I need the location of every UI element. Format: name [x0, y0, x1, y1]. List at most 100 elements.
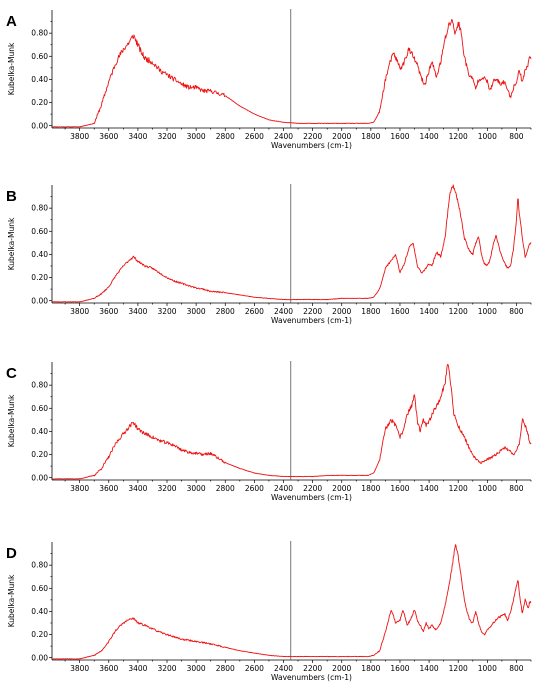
y-axis-title: Kubelka-Munk: [7, 217, 16, 270]
x-tick-label: 800: [509, 132, 524, 141]
y-tick-label: 0.80: [31, 204, 48, 213]
y-tick-label: 0.40: [31, 427, 48, 436]
y-tick-label: 0.40: [31, 250, 48, 259]
y-tick-label: 0.20: [31, 273, 48, 282]
x-tick-label: 3200: [157, 307, 176, 316]
x-tick-label: 1000: [478, 132, 497, 141]
y-tick-label: 0.00: [31, 121, 48, 130]
y-tick-label: 0.80: [31, 29, 48, 38]
x-tick-label: 2600: [245, 484, 264, 493]
x-tick-label: 3800: [70, 307, 89, 316]
x-tick-label: 2800: [216, 132, 235, 141]
y-tick-label: 0.00: [31, 653, 48, 662]
x-tick-label: 3800: [70, 132, 89, 141]
x-tick-label: 3400: [128, 307, 147, 316]
x-tick-label: 3800: [70, 664, 89, 673]
y-tick-label: 0.80: [31, 381, 48, 390]
x-tick-label: 2600: [245, 664, 264, 673]
x-tick-label: 1000: [478, 307, 497, 316]
x-tick-label: 1000: [478, 664, 497, 673]
x-tick-label: 3000: [187, 132, 206, 141]
x-tick-label: 1600: [390, 307, 409, 316]
panel-label: D: [6, 545, 17, 562]
x-tick-label: 3400: [128, 664, 147, 673]
x-tick-label: 2000: [332, 132, 351, 141]
y-axis-title: Kubelka-Munk: [7, 574, 16, 627]
y-tick-label: 0.60: [31, 52, 48, 61]
spectrum-line: [51, 364, 532, 480]
x-tick-label: 1800: [361, 664, 380, 673]
x-tick-label: 2400: [274, 307, 293, 316]
x-tick-label: 3600: [99, 132, 118, 141]
x-tick-label: 3600: [99, 664, 118, 673]
x-tick-label: 800: [509, 664, 524, 673]
x-tick-label: 2600: [245, 307, 264, 316]
y-tick-label: 0.20: [31, 98, 48, 107]
x-tick-label: 1400: [420, 484, 439, 493]
x-tick-label: 2400: [274, 664, 293, 673]
x-tick-label: 1200: [449, 664, 468, 673]
x-tick-label: 3800: [70, 484, 89, 493]
x-tick-label: 3200: [157, 132, 176, 141]
spectrum-line: [51, 184, 532, 303]
y-tick-label: 0.20: [31, 450, 48, 459]
x-tick-label: 3400: [128, 132, 147, 141]
x-tick-label: 3200: [157, 664, 176, 673]
y-tick-label: 0.40: [31, 75, 48, 84]
x-tick-label: 3200: [157, 484, 176, 493]
y-tick-label: 0.60: [31, 404, 48, 413]
x-tick-label: 3400: [128, 484, 147, 493]
x-tick-label: 1200: [449, 484, 468, 493]
x-tick-label: 3000: [187, 664, 206, 673]
panel-label: C: [6, 365, 17, 382]
x-tick-label: 2000: [332, 484, 351, 493]
x-axis-title: Wavenumbers (cm-1): [271, 673, 352, 682]
panel-a: A 0.00 0.20 0.40 0.60 0.80 3800 3600 3400 3200 30…: [6, 9, 532, 150]
x-tick-label: 2400: [274, 484, 293, 493]
x-tick-label: 2000: [332, 307, 351, 316]
x-tick-label: 2200: [303, 132, 322, 141]
x-tick-label: 3000: [187, 307, 206, 316]
x-tick-label: 2800: [216, 664, 235, 673]
y-tick-label: 0.20: [31, 630, 48, 639]
y-axis-title: Kubelka-Munk: [7, 394, 16, 447]
panel-label: B: [6, 188, 17, 205]
x-axis-title: Wavenumbers (cm-1): [271, 141, 352, 150]
x-tick-label: 3000: [187, 484, 206, 493]
y-tick-label: 0.00: [31, 296, 48, 305]
y-tick-label: 0.80: [31, 561, 48, 570]
x-tick-label: 2400: [274, 132, 293, 141]
spectrum-line: [51, 18, 532, 128]
x-tick-label: 1200: [449, 307, 468, 316]
x-tick-label: 1600: [390, 484, 409, 493]
x-tick-label: 2200: [303, 664, 322, 673]
x-tick-label: 2800: [216, 307, 235, 316]
x-tick-label: 1800: [361, 307, 380, 316]
x-tick-label: 1600: [390, 132, 409, 141]
x-tick-label: 1800: [361, 132, 380, 141]
x-axis-title: Wavenumbers (cm-1): [271, 493, 352, 502]
y-axis-title: Kubelka-Munk: [7, 42, 16, 95]
x-tick-label: 1400: [420, 664, 439, 673]
x-tick-label: 1400: [420, 307, 439, 316]
x-tick-label: 1200: [449, 132, 468, 141]
x-tick-label: 2200: [303, 307, 322, 316]
x-axis-title: Wavenumbers (cm-1): [271, 316, 352, 325]
panel-d: D 0.00 0.20 0.40 0.60 0.80 3800 3600 3400 3200 30…: [6, 541, 532, 682]
y-tick-label: 0.00: [31, 473, 48, 482]
x-tick-label: 1400: [420, 132, 439, 141]
x-tick-label: 1000: [478, 484, 497, 493]
panel-c: C 0.00 0.20 0.40 0.60 0.80 3800 3600 3400 3200 30…: [6, 361, 532, 502]
x-tick-label: 2600: [245, 132, 264, 141]
spectrum-line: [51, 544, 532, 660]
panel-b: B 0.00 0.20 0.40 0.60 0.80 3800 3600 3400 3200 30…: [6, 184, 532, 325]
x-tick-label: 1800: [361, 484, 380, 493]
x-tick-label: 1600: [390, 664, 409, 673]
x-tick-label: 3600: [99, 484, 118, 493]
x-tick-label: 2800: [216, 484, 235, 493]
y-tick-label: 0.60: [31, 584, 48, 593]
panel-label: A: [6, 13, 17, 30]
x-tick-label: 800: [509, 484, 524, 493]
x-tick-label: 2200: [303, 484, 322, 493]
